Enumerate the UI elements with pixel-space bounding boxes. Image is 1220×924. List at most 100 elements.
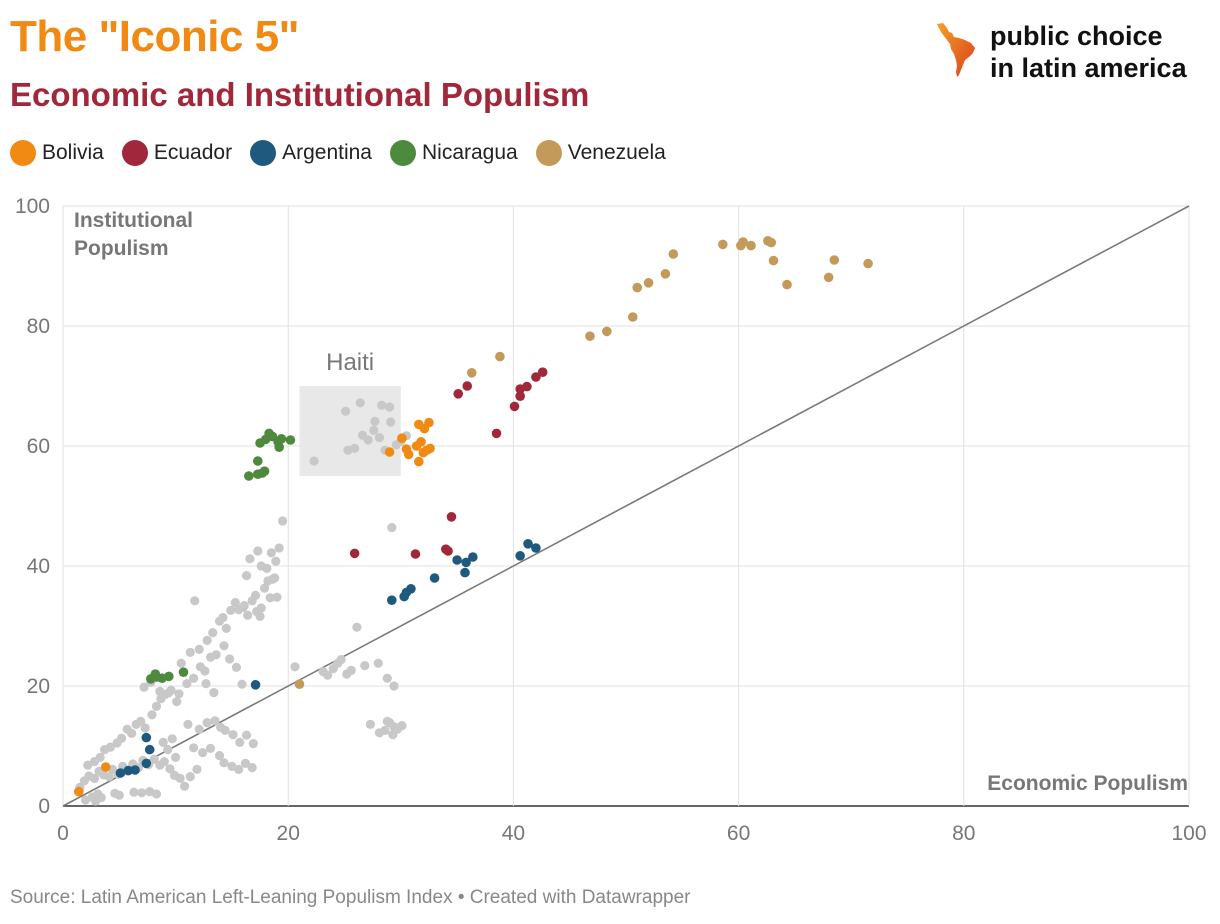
other-country-point[interactable] <box>231 662 242 673</box>
venezuela-point[interactable] <box>823 272 834 283</box>
other-country-point[interactable] <box>346 665 356 676</box>
venezuela-point[interactable] <box>738 237 748 247</box>
venezuela-point[interactable] <box>495 351 505 362</box>
nicaragua-point[interactable] <box>243 471 254 481</box>
nicaragua-point[interactable] <box>259 466 270 477</box>
other-country-point[interactable] <box>240 758 251 769</box>
other-country-point[interactable] <box>114 790 124 800</box>
ecuador-point[interactable] <box>531 372 541 382</box>
other-country-point[interactable] <box>185 647 195 658</box>
other-country-point[interactable] <box>355 398 365 408</box>
other-country-point[interactable] <box>389 681 399 691</box>
other-country-point[interactable] <box>230 598 240 608</box>
other-country-point[interactable] <box>234 764 244 775</box>
venezuela-point[interactable] <box>602 326 612 337</box>
other-country-point[interactable] <box>225 654 235 664</box>
venezuela-point[interactable] <box>746 240 756 251</box>
other-country-point[interactable] <box>271 556 281 566</box>
other-country-point[interactable] <box>189 673 199 683</box>
other-country-point[interactable] <box>210 716 220 726</box>
other-country-point[interactable] <box>323 670 333 680</box>
other-country-point[interactable] <box>370 416 380 426</box>
other-country-point[interactable] <box>208 628 218 638</box>
other-country-point[interactable] <box>226 605 236 616</box>
nicaragua-point[interactable] <box>285 435 296 445</box>
other-country-point[interactable] <box>274 543 284 553</box>
other-country-point[interactable] <box>205 743 216 754</box>
other-country-point[interactable] <box>214 751 225 761</box>
other-country-point[interactable] <box>167 734 177 744</box>
other-country-point[interactable] <box>116 733 127 743</box>
other-country-point[interactable] <box>365 719 375 730</box>
other-country-point[interactable] <box>185 772 195 782</box>
other-country-point[interactable] <box>137 788 147 798</box>
other-country-point[interactable] <box>248 739 258 749</box>
nicaragua-point[interactable] <box>274 442 284 453</box>
nicaragua-point[interactable] <box>276 434 287 444</box>
other-country-point[interactable] <box>239 601 249 611</box>
ecuador-point[interactable] <box>441 544 451 554</box>
other-country-point[interactable] <box>136 716 146 727</box>
other-country-point[interactable] <box>374 433 385 443</box>
venezuela-point[interactable] <box>585 331 595 342</box>
other-country-point[interactable] <box>127 728 137 739</box>
bolivia-point[interactable] <box>100 762 111 772</box>
other-country-point[interactable] <box>171 752 181 763</box>
other-country-point[interactable] <box>235 737 245 748</box>
other-country-point[interactable] <box>272 592 282 602</box>
venezuela-point[interactable] <box>643 278 654 288</box>
other-country-point[interactable] <box>218 613 228 623</box>
other-country-point[interactable] <box>190 596 200 606</box>
legend-item-ecuador[interactable]: Ecuador <box>121 140 232 166</box>
argentina-point[interactable] <box>386 595 397 605</box>
other-country-point[interactable] <box>139 682 149 692</box>
bolivia-point[interactable] <box>418 447 429 458</box>
other-country-point[interactable] <box>386 417 396 427</box>
other-country-point[interactable] <box>250 590 261 601</box>
other-country-point[interactable] <box>256 603 266 613</box>
other-country-point[interactable] <box>189 743 199 753</box>
other-country-point[interactable] <box>221 623 231 634</box>
other-country-point[interactable] <box>241 730 252 740</box>
other-country-point[interactable] <box>369 425 379 435</box>
other-country-point[interactable] <box>341 406 351 416</box>
other-country-point[interactable] <box>83 760 93 770</box>
other-country-point[interactable] <box>211 650 221 660</box>
other-country-point[interactable] <box>255 611 265 622</box>
venezuela-point[interactable] <box>632 282 643 293</box>
other-country-point[interactable] <box>129 787 139 797</box>
venezuela-point[interactable] <box>768 255 779 266</box>
venezuela-point[interactable] <box>668 249 679 259</box>
other-country-point[interactable] <box>363 435 373 445</box>
other-country-point[interactable] <box>155 686 165 697</box>
legend-item-venezuela[interactable]: Venezuela <box>535 140 666 166</box>
bolivia-point[interactable] <box>397 433 407 444</box>
other-country-point[interactable] <box>336 655 346 665</box>
other-country-point[interactable] <box>389 722 399 732</box>
legend-item-argentina[interactable]: Argentina <box>250 140 372 166</box>
bolivia-point[interactable] <box>414 456 424 467</box>
other-country-point[interactable] <box>247 763 257 773</box>
argentina-point[interactable] <box>429 573 440 583</box>
other-country-point[interactable] <box>220 725 230 736</box>
argentina-point[interactable] <box>250 680 261 690</box>
other-country-point[interactable] <box>151 789 162 799</box>
other-country-point[interactable] <box>192 764 202 775</box>
other-country-point[interactable] <box>219 758 229 768</box>
other-country-point[interactable] <box>237 679 247 689</box>
other-country-point[interactable] <box>360 661 370 671</box>
argentina-point[interactable] <box>461 557 471 568</box>
other-country-point[interactable] <box>253 546 263 556</box>
other-country-point[interactable] <box>183 719 193 730</box>
other-country-point[interactable] <box>182 679 192 689</box>
nicaragua-point[interactable] <box>164 671 174 682</box>
other-country-point[interactable] <box>165 764 175 774</box>
legend-item-bolivia[interactable]: Bolivia <box>10 140 104 166</box>
venezuela-point[interactable] <box>718 239 728 250</box>
other-country-point[interactable] <box>95 752 105 763</box>
nicaragua-point[interactable] <box>252 456 263 466</box>
other-country-point[interactable] <box>243 610 253 620</box>
argentina-point[interactable] <box>523 539 533 549</box>
legend-item-nicaragua[interactable]: Nicaragua <box>390 140 518 166</box>
other-country-point[interactable] <box>147 710 157 720</box>
